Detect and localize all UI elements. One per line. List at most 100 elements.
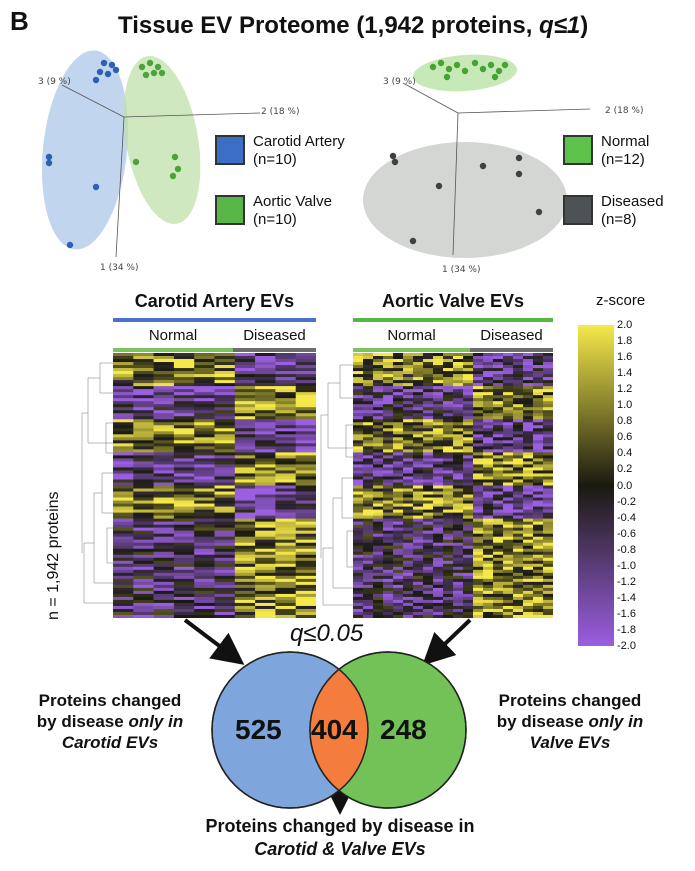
heatmap-right-title-bar: [353, 318, 553, 322]
colorbar-tick-label: -1.2: [617, 575, 636, 588]
colorbar-tick-label: -1.6: [617, 607, 636, 620]
pca-point: [409, 237, 417, 245]
colorbar-tick-label: 0.8: [617, 415, 633, 428]
colorbar-tick-label: 0.2: [617, 463, 633, 476]
pca-point: [174, 165, 182, 173]
pca-point: [495, 67, 503, 75]
heatmap-left-bar-normal: [113, 348, 233, 352]
legend-carotid-label: Carotid Artery: [253, 133, 345, 150]
pca-point: [171, 153, 179, 161]
legend-valve: Aortic Valve (n=10): [215, 193, 332, 229]
heatmap-right-group-normal: Normal: [387, 327, 436, 344]
pca-point: [445, 65, 453, 73]
heatmap-left-group-normal: Normal: [148, 327, 198, 344]
legend-diseased-n: (n=8): [601, 211, 637, 228]
colorbar-title: z-score: [596, 292, 646, 309]
pca-point: [435, 182, 443, 190]
colorbar-tick-label: 0.6: [617, 431, 633, 444]
legend-diseased: Diseased (n=8): [563, 193, 664, 229]
pca-right-axis-2: [457, 108, 591, 114]
pca-point: [389, 152, 397, 160]
dendrogram-left: [81, 362, 113, 604]
pca-point: [479, 162, 487, 170]
venn-right-text-line2-italic: only in: [588, 712, 644, 731]
legend-swatch-carotid: [215, 135, 245, 165]
colorbar-tick-label: 1.8: [617, 335, 633, 348]
pca-point: [100, 59, 108, 67]
pca-point: [154, 63, 162, 71]
pca-left-points-carotid: [45, 59, 120, 249]
legend-carotid: Carotid Artery (n=10): [215, 133, 345, 169]
colorbar-tick-label: -2.0: [617, 640, 636, 652]
legend-valve-label: Aortic Valve: [253, 193, 332, 210]
colorbar-ticks: 2.0 1.8 1.6 1.4 1.2 1.0 0.8 0.6 0.4 0.2 0.0 -0.2 -0.…: [617, 319, 657, 652]
pca-right: [363, 54, 591, 258]
arrow-left-to-venn: [183, 618, 245, 665]
pca-point: [437, 59, 445, 67]
heatmap-right-title: Aortic Valve EVs: [381, 291, 525, 311]
venn-left-text-line1: Proteins changed: [38, 691, 182, 710]
pca-point: [443, 73, 451, 81]
pca-point: [471, 59, 479, 67]
heatmap-right-bar-diseased: [470, 348, 553, 352]
pca-right-axis1-label: 1 (34 %): [442, 265, 481, 275]
venn-bottom-text-line1: Proteins changed by disease in: [205, 816, 475, 836]
pca-left-ellipse-valve: [123, 56, 201, 224]
venn-overlap-count: 404: [311, 714, 358, 745]
arrow-right-to-venn: [422, 618, 472, 666]
legend-normal: Normal (n=12): [563, 133, 649, 169]
pca-left-ellipse-carotid: [41, 50, 129, 250]
pca-left-axis-3: [61, 84, 125, 118]
venn-bottom-description: Proteins changed by disease in Carotid &…: [150, 815, 530, 861]
legend-diseased-label: Diseased: [601, 193, 664, 210]
figure-title: Tissue EV Proteome (1,942 proteins, q≤1): [118, 12, 588, 40]
legend-valve-n: (n=10): [253, 211, 297, 228]
pca-point: [429, 63, 437, 71]
heatmap-left-title: Carotid Artery EVs: [134, 291, 295, 311]
pca-point: [487, 61, 495, 69]
pca-point: [169, 172, 177, 180]
pca-point: [66, 241, 74, 249]
colorbar-tick-label: -0.2: [617, 495, 636, 508]
colorbar-tick-label: -1.4: [617, 591, 636, 604]
legend-normal-n: (n=12): [601, 151, 645, 168]
legend-swatch-valve: [215, 195, 245, 225]
pca-point: [158, 69, 166, 77]
pca-right-axis-1: [452, 112, 459, 256]
pca-point: [479, 65, 487, 73]
venn-right-text-line1: Proteins changed: [498, 691, 642, 710]
pca-point: [108, 61, 116, 69]
pca-point: [45, 159, 53, 167]
colorbar-tick-label: 1.2: [617, 383, 633, 396]
venn-left-description: Proteins changed by disease only in Caro…: [10, 690, 210, 753]
venn-left-text-line3: Carotid EVs: [61, 733, 159, 752]
pca-left-axis1-label: 1 (34 %): [100, 263, 139, 273]
panel-letter: B: [10, 6, 29, 36]
legend-carotid-n: (n=10): [253, 151, 297, 168]
heatmap-left-bar-diseased: [233, 348, 316, 352]
pca-right-axis3-label: 3 (9 %): [383, 77, 416, 87]
pca-point: [515, 154, 523, 162]
venn-diagram: [211, 651, 467, 809]
pca-point: [92, 76, 100, 84]
venn-right-text-line3: Valve EVs: [529, 733, 611, 752]
venn-left-only-count: 525: [235, 714, 282, 745]
colorbar-tick-label: 2.0: [617, 319, 633, 331]
colorbar-tick-label: -0.8: [617, 543, 636, 556]
heatmap-right: [353, 353, 553, 618]
pca-point: [146, 59, 154, 67]
colorbar-gradient: [578, 325, 614, 646]
heatmap-left: [113, 353, 316, 618]
venn-left-text-line2-italic: only in: [128, 712, 184, 731]
venn-right-description: Proteins changed by disease only in Valv…: [465, 690, 675, 753]
colorbar-tick-label: 1.6: [617, 351, 633, 364]
pca-right-ellipse-diseased: [363, 142, 567, 258]
pca-point: [453, 61, 461, 69]
venn-right-only-count: 248: [380, 714, 427, 745]
legend-normal-label: Normal: [601, 133, 650, 150]
pca-point: [138, 63, 146, 71]
heatmap-right-cells: [353, 353, 553, 618]
pca-point: [132, 158, 140, 166]
pca-left-axis2-label: 2 (18 %): [261, 107, 300, 117]
pca-point: [501, 61, 509, 69]
